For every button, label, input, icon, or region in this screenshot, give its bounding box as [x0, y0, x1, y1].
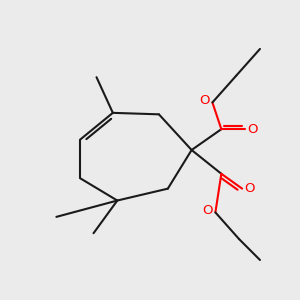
- Text: O: O: [244, 182, 255, 195]
- Text: O: O: [247, 123, 258, 136]
- Text: O: O: [200, 94, 210, 107]
- Text: O: O: [203, 204, 213, 218]
